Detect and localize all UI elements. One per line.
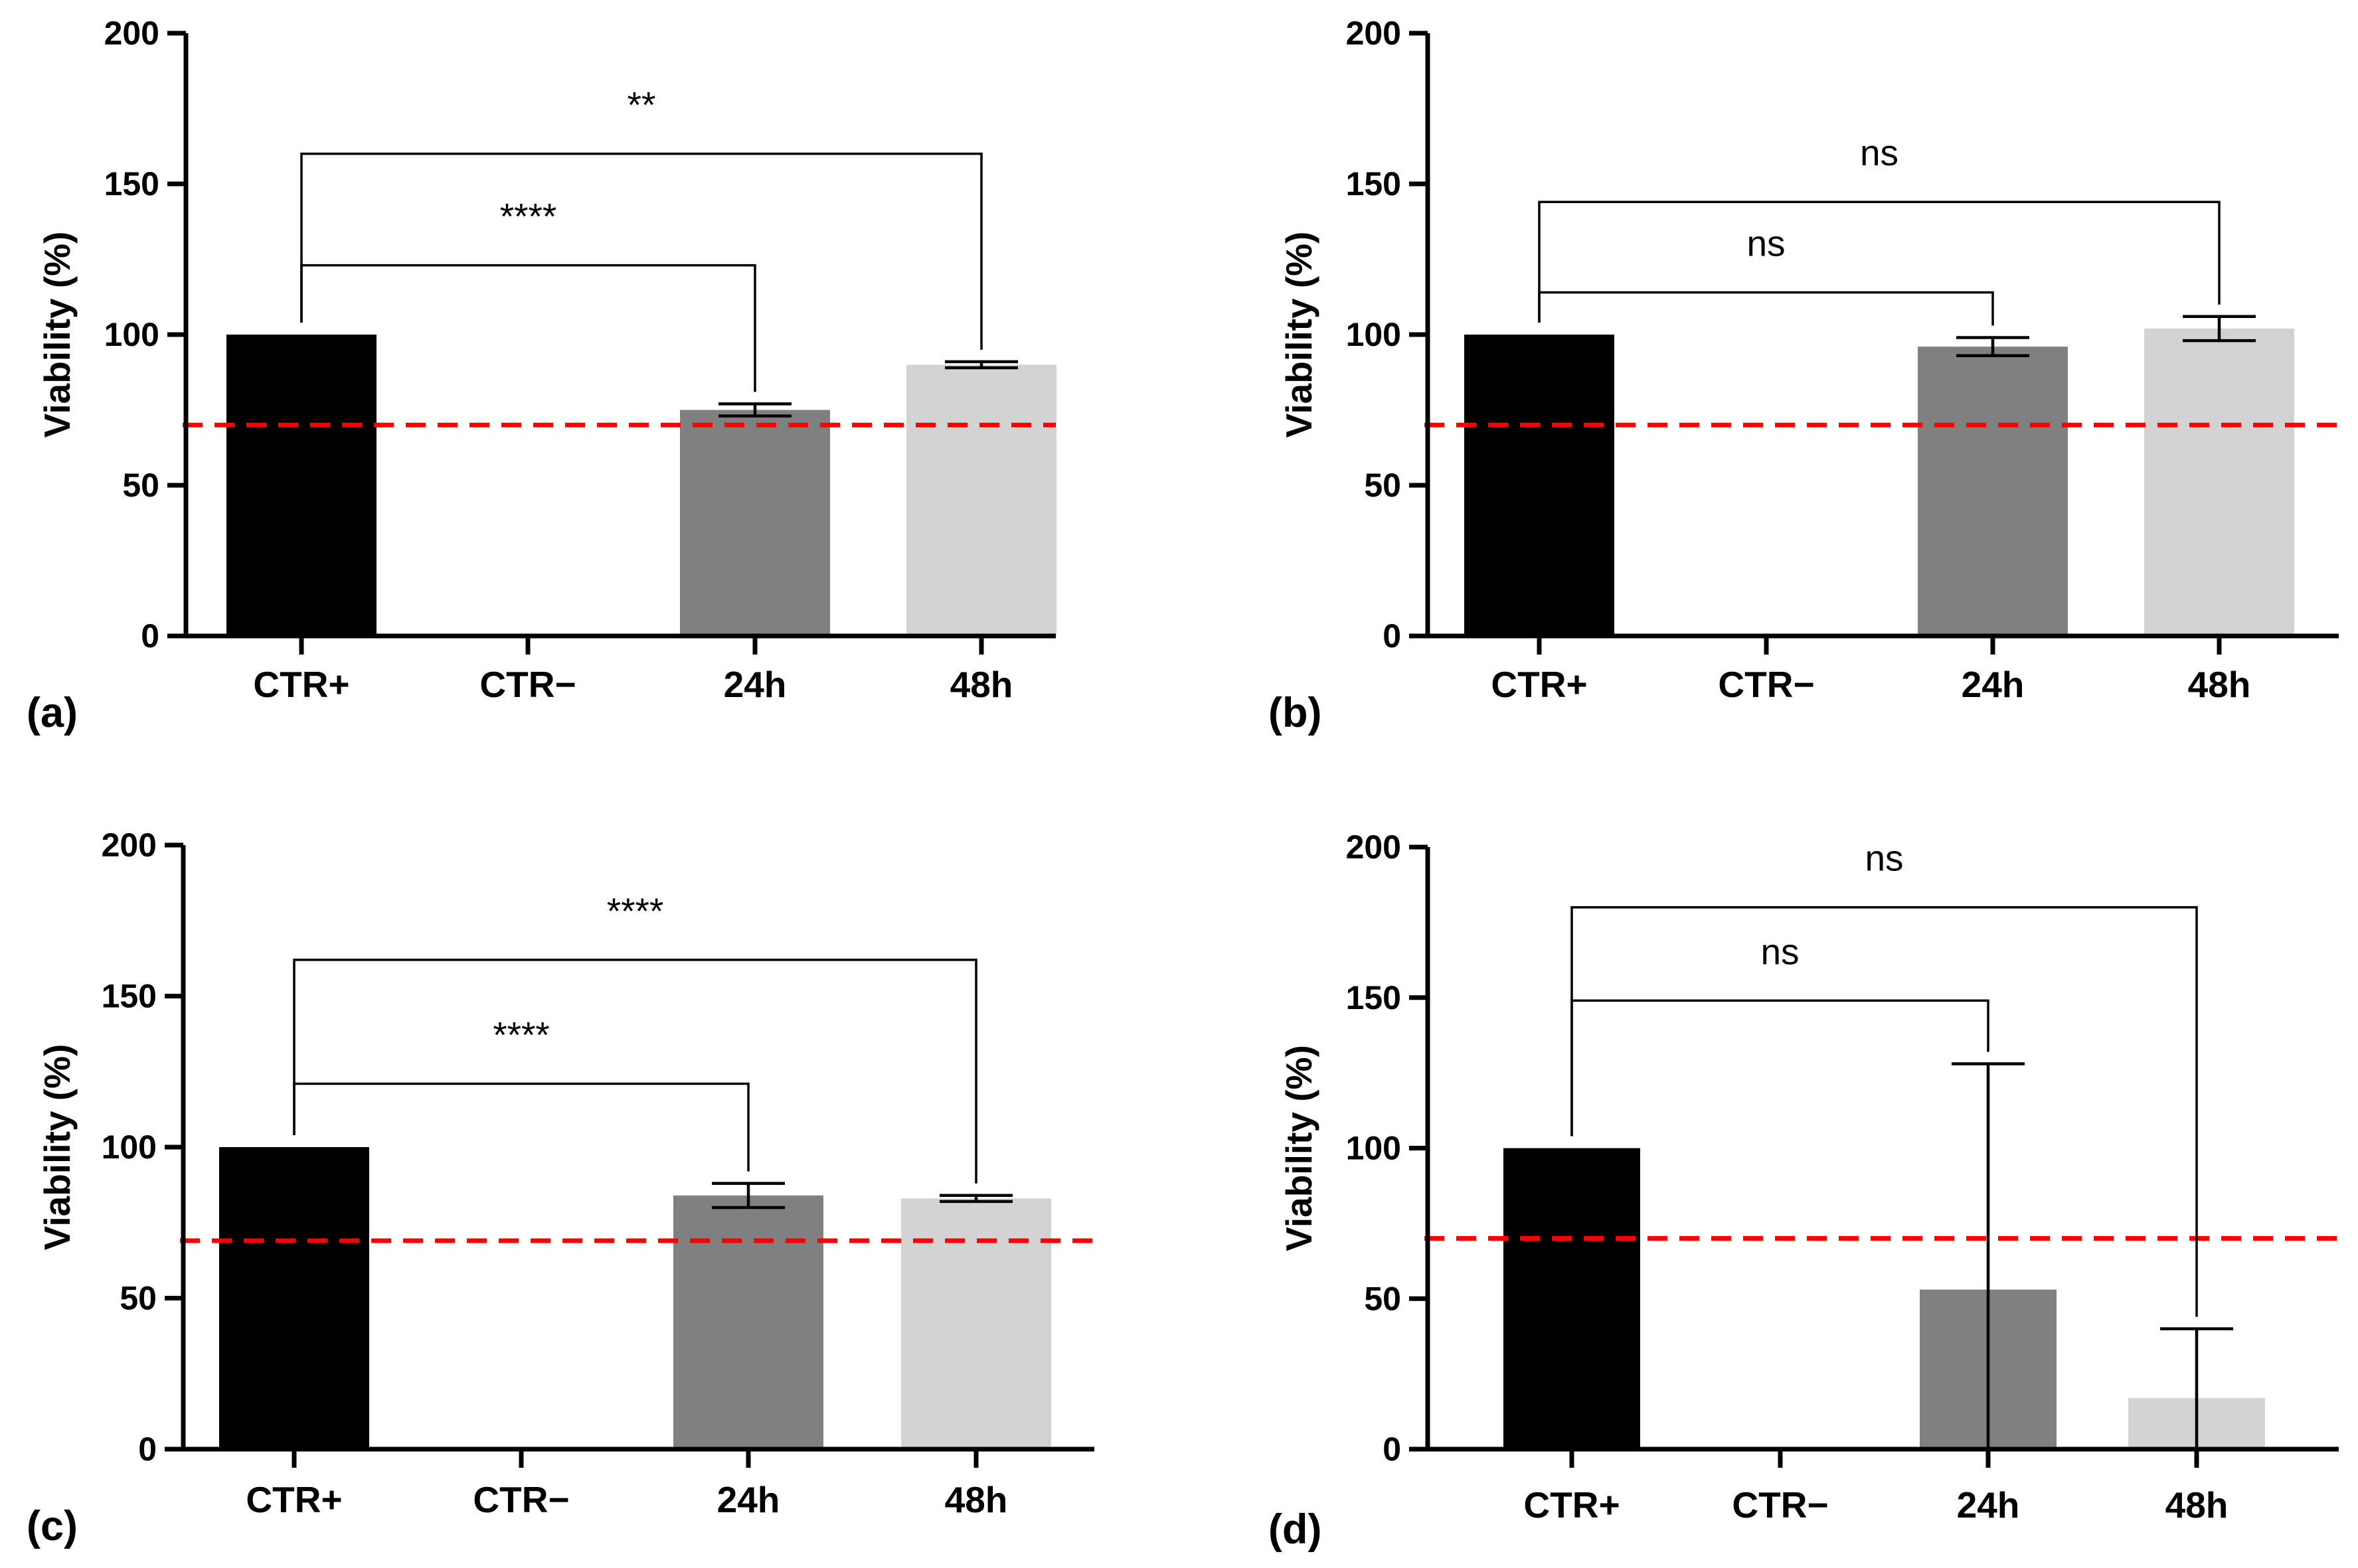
y-tick-label: 100: [1346, 316, 1401, 353]
y-tick-label: 100: [104, 316, 159, 353]
panel-d: 0 50 100 150 200 CTR+ CTR− 24h 48h Viability (%) n…: [1268, 828, 2339, 1553]
y-tick-label: 200: [102, 826, 157, 864]
x-category-label: CTR−: [479, 664, 576, 705]
y-axis-label: Viability (%): [1278, 1045, 1319, 1251]
bar-24h: [673, 1195, 823, 1449]
panel-a: 0 50 100 150 200 CTR+ CTR− 24h 48h Viability (%) *…: [27, 15, 1056, 736]
bar-24h: [680, 410, 830, 636]
y-axis-label: Viability (%): [1278, 232, 1319, 438]
significance-label: ns: [1746, 222, 1785, 264]
significance-label: ns: [1860, 132, 1898, 173]
x-category-label: CTR−: [473, 1479, 569, 1520]
x-category-label: CTR−: [1718, 664, 1814, 705]
significance-label: ****: [607, 890, 664, 931]
significance-bracket: [1570, 905, 2198, 1317]
bar-ctr: [226, 335, 377, 636]
y-tick-label: 150: [1346, 979, 1401, 1016]
y-tick-label: 100: [102, 1129, 157, 1166]
y-tick-label: 150: [1346, 165, 1401, 202]
y-tick-label: 150: [104, 165, 159, 202]
y-tick-label: 50: [120, 1280, 157, 1317]
significance-label: ****: [500, 196, 557, 237]
y-tick-label: 0: [141, 617, 159, 655]
x-category-label: 24h: [717, 1479, 780, 1520]
panel-label: (a): [27, 690, 78, 736]
significance-bracket: [1570, 999, 1989, 1137]
significance-label: **: [628, 84, 656, 125]
significance-bracket: [300, 152, 983, 350]
x-category-label: 24h: [1957, 1484, 2020, 1526]
x-category-label: CTR+: [253, 664, 349, 705]
y-tick-label: 0: [1383, 617, 1401, 655]
significance-label: ****: [493, 1014, 550, 1055]
significance-bracket: [1538, 291, 1994, 326]
x-category-label: 24h: [724, 664, 787, 705]
x-category-label: CTR+: [246, 1479, 342, 1520]
panel-label: (b): [1268, 690, 1321, 736]
x-category-label: 48h: [2165, 1484, 2229, 1526]
y-tick-label: 50: [1364, 1280, 1401, 1317]
bar-ctr: [219, 1147, 369, 1449]
x-category-label: 24h: [1962, 664, 2025, 705]
y-tick-label: 150: [102, 978, 157, 1015]
y-tick-label: 0: [138, 1431, 157, 1468]
x-category-label: 48h: [2188, 664, 2251, 705]
significance-bracket: [1538, 200, 2221, 323]
y-tick-label: 0: [1383, 1431, 1401, 1468]
significance-bracket: [293, 959, 977, 1184]
x-category-label: 48h: [945, 1479, 1008, 1520]
bar-48h: [906, 364, 1056, 636]
panel-label: (d): [1268, 1506, 1321, 1553]
y-tick-label: 50: [1364, 467, 1401, 504]
y-tick-label: 100: [1346, 1130, 1401, 1167]
y-axis-label: Viability (%): [37, 1044, 78, 1251]
y-axis-label: Viability (%): [37, 232, 78, 438]
x-category-label: 48h: [950, 664, 1013, 705]
bar-48h: [2144, 328, 2294, 636]
panel-label: (c): [27, 1503, 78, 1549]
significance-label: ns: [1760, 931, 1799, 972]
y-tick-label: 200: [104, 15, 159, 52]
bar-24h: [1918, 347, 2068, 636]
y-tick-label: 50: [122, 467, 159, 504]
bar-ctr: [1503, 1148, 1640, 1449]
x-category-label: CTR−: [1732, 1484, 1828, 1526]
bar-48h: [901, 1198, 1051, 1449]
significance-label: ns: [1865, 838, 1903, 879]
y-tick-label: 200: [1346, 828, 1401, 866]
y-tick-label: 200: [1346, 15, 1401, 52]
panel-c: 0 50 100 150 200 CTR+ CTR− 24h 48h Viability (%) *…: [27, 826, 1094, 1549]
x-category-label: CTR+: [1523, 1484, 1620, 1526]
bar-ctr: [1464, 335, 1614, 636]
x-category-label: CTR+: [1491, 664, 1587, 705]
panel-b: 0 50 100 150 200 CTR+ CTR− 24h 48h Viability (%) n…: [1268, 15, 2339, 736]
